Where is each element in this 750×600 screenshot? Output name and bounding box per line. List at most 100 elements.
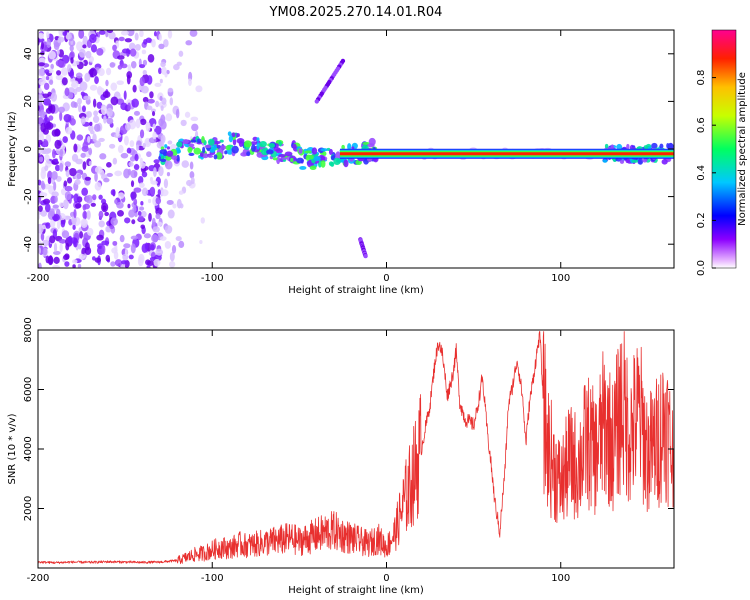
heatmap-cell	[108, 31, 116, 40]
heatmap-cell	[184, 111, 191, 118]
heatmap-cell	[44, 69, 50, 74]
heatmap-cell	[59, 202, 64, 208]
heatmap-cell	[47, 91, 52, 97]
heatmap-cell	[142, 96, 149, 103]
heatmap-cell	[631, 159, 639, 163]
heatmap-cell	[661, 159, 668, 165]
heatmap-cell	[328, 148, 333, 156]
heatmap-cell	[159, 236, 167, 241]
heatmap-cell	[81, 105, 86, 113]
heatmap-cell	[64, 191, 72, 201]
colorbar-tick-label: 0.8	[696, 70, 707, 86]
heatmap-cell	[57, 36, 65, 43]
heatmap-cell	[120, 152, 129, 159]
heatmap-cell	[38, 205, 43, 213]
heatmap-cell	[166, 146, 171, 150]
heatmap-cell	[62, 31, 68, 37]
heatmap-cell	[236, 133, 240, 138]
heatmap-cell	[38, 68, 46, 77]
heatmap-cell	[110, 82, 118, 91]
heatmap-cell	[73, 193, 79, 204]
heatmap-cell	[137, 215, 144, 222]
heatmap-cell	[224, 150, 228, 155]
heatmap-cell	[166, 150, 174, 157]
heatmap-cell	[38, 88, 43, 94]
heatmap-cell	[38, 57, 46, 63]
heatmap-cell	[45, 121, 54, 130]
heatmap-cell	[38, 111, 43, 117]
heatmap-cell	[82, 210, 88, 220]
heatmap-cell	[320, 160, 326, 168]
heatmap-cell	[152, 123, 156, 130]
heatmap-cell	[44, 203, 51, 213]
heatmap-cell	[179, 203, 184, 209]
heatmap-cell	[112, 44, 117, 52]
heatmap-cell	[53, 42, 60, 50]
heatmap-cell	[284, 151, 293, 157]
heatmap-cell	[89, 121, 93, 126]
heatmap-cell	[155, 213, 161, 220]
heatmap-cell	[103, 115, 107, 124]
heatmap-cell	[41, 93, 50, 99]
heatmap-cell	[343, 159, 349, 168]
heatmap-cell	[53, 242, 58, 253]
heatmap-cell	[163, 178, 169, 189]
snr-xlabel: Height of straight line (km)	[288, 585, 424, 596]
heatmap-cell	[42, 224, 46, 230]
heatmap-cell	[76, 173, 82, 180]
heatmap-cell	[299, 165, 307, 170]
heatmap-cell	[124, 217, 131, 224]
heatmap-cell	[138, 182, 145, 188]
heatmap-cell	[56, 70, 62, 76]
heatmap-cell	[75, 158, 83, 165]
heatmap-cell	[133, 198, 138, 206]
heatmap-cell	[139, 162, 146, 169]
heatmap-cell	[157, 189, 161, 196]
heatmap-cell	[616, 143, 623, 151]
heatmap-cell	[144, 242, 149, 250]
heatmap-cell	[97, 68, 105, 77]
heatmap-cell	[150, 108, 156, 113]
heatmap-cell	[200, 217, 205, 224]
heatmap-cell	[243, 140, 252, 148]
heatmap-cell	[131, 98, 139, 108]
heatmap-cell	[40, 41, 44, 50]
heatmap-cell	[626, 143, 630, 150]
heatmap-cell	[141, 187, 149, 197]
heatmap-cell	[161, 97, 167, 105]
heatmap-cell	[211, 144, 217, 151]
heatmap-cell	[155, 207, 163, 216]
heatmap-cell	[49, 218, 56, 229]
heatmap-cell	[59, 111, 63, 122]
heatmap-cell	[193, 147, 202, 155]
heatmap-cell	[58, 239, 67, 244]
heatmap-cell	[158, 166, 164, 177]
heatmap-cell	[127, 64, 132, 73]
heatmap-cell	[272, 157, 278, 161]
heatmap-cell	[225, 145, 231, 151]
heatmap-cell	[231, 132, 236, 138]
heatmap-cell	[142, 142, 146, 149]
heatmap-cell	[49, 235, 56, 244]
heatmap-cell	[103, 177, 110, 183]
heatmap-cell	[155, 197, 162, 205]
heatmap-cell	[132, 206, 137, 213]
heatmap-cell	[45, 76, 50, 81]
heatmap-cell	[189, 161, 194, 170]
heatmap-cell	[92, 68, 97, 77]
spectrogram-ytick-label: 0	[23, 146, 34, 152]
heatmap-cell	[68, 33, 72, 39]
heatmap-cell	[105, 67, 112, 76]
heatmap-cell	[45, 147, 52, 154]
heatmap-cell	[38, 262, 42, 268]
heatmap-cell	[129, 48, 137, 57]
heatmap-cell	[54, 158, 59, 163]
heatmap-cell	[110, 189, 116, 196]
heatmap-cell	[82, 44, 87, 49]
heatmap-cell	[71, 80, 79, 88]
heatmap-cell	[113, 199, 118, 204]
heatmap-cell	[42, 198, 51, 205]
heatmap-cell	[77, 263, 82, 268]
heatmap-cell	[154, 125, 162, 135]
